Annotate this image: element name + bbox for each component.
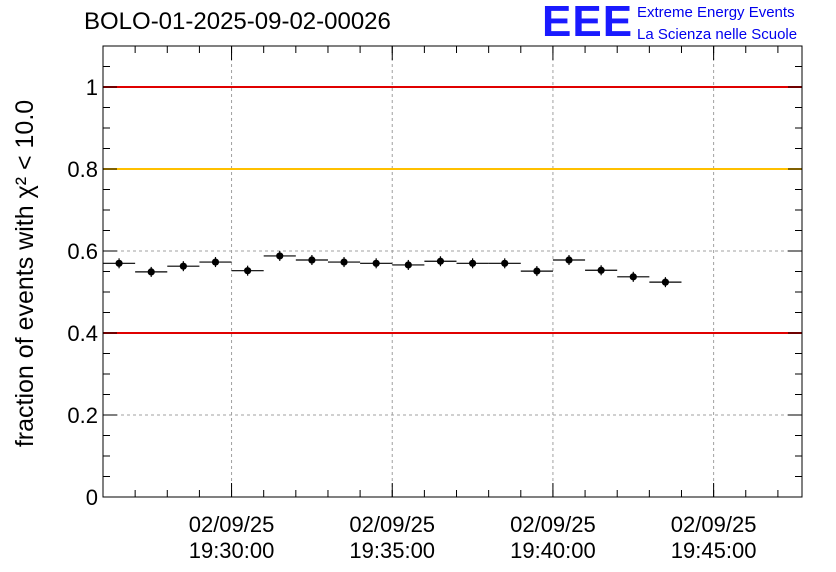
data-point bbox=[404, 261, 412, 269]
data-point bbox=[629, 273, 637, 281]
grid bbox=[103, 46, 802, 497]
data-point bbox=[533, 267, 541, 275]
x-tick-date-label: 02/09/25 bbox=[189, 512, 275, 537]
data-points bbox=[103, 250, 682, 288]
y-tick-label: 0.6 bbox=[67, 239, 98, 264]
data-point bbox=[308, 256, 316, 264]
x-tick-time-label: 19:35:00 bbox=[349, 538, 435, 563]
data-point bbox=[115, 259, 123, 267]
axis-ticks bbox=[103, 45, 802, 498]
y-tick-label: 0.2 bbox=[67, 403, 98, 428]
eee-logo: EEE Extreme Energy Events La Scienza nel… bbox=[542, 0, 822, 46]
x-tick-date-label: 02/09/25 bbox=[671, 512, 757, 537]
tick-labels: 00.20.40.60.8102/09/2519:30:0002/09/2519… bbox=[67, 75, 756, 563]
data-point bbox=[565, 256, 573, 264]
x-tick-time-label: 19:45:00 bbox=[671, 538, 757, 563]
y-tick-label: 0 bbox=[86, 485, 98, 510]
data-point bbox=[372, 259, 380, 267]
y-tick-label: 0.4 bbox=[67, 321, 98, 346]
data-point bbox=[340, 258, 348, 266]
data-point bbox=[661, 278, 670, 286]
logo-line-1: Extreme Energy Events bbox=[637, 4, 795, 21]
logo-line-2: La Scienza nelle Scuole bbox=[637, 26, 798, 43]
chart-title: BOLO-01-2025-09-02-00026 bbox=[84, 8, 391, 35]
y-axis-label: fraction of events with χ² < 10.0 bbox=[11, 100, 39, 447]
x-tick-time-label: 19:40:00 bbox=[510, 538, 596, 563]
eee-logo-mark: EEE bbox=[542, 0, 634, 46]
x-tick-time-label: 19:30:00 bbox=[189, 538, 275, 563]
data-point bbox=[276, 252, 284, 260]
data-point bbox=[179, 262, 187, 270]
data-point bbox=[147, 268, 155, 276]
data-point bbox=[501, 259, 509, 267]
data-point bbox=[468, 259, 477, 267]
y-tick-label: 1 bbox=[86, 75, 98, 100]
y-tick-label: 0.8 bbox=[67, 157, 98, 182]
data-point bbox=[597, 266, 605, 274]
reference-lines bbox=[103, 86, 802, 334]
data-point bbox=[436, 257, 445, 265]
data-point bbox=[244, 267, 252, 275]
x-tick-date-label: 02/09/25 bbox=[510, 512, 596, 537]
data-point bbox=[211, 258, 220, 266]
x-tick-date-label: 02/09/25 bbox=[349, 512, 435, 537]
plot-frame bbox=[102, 45, 803, 498]
